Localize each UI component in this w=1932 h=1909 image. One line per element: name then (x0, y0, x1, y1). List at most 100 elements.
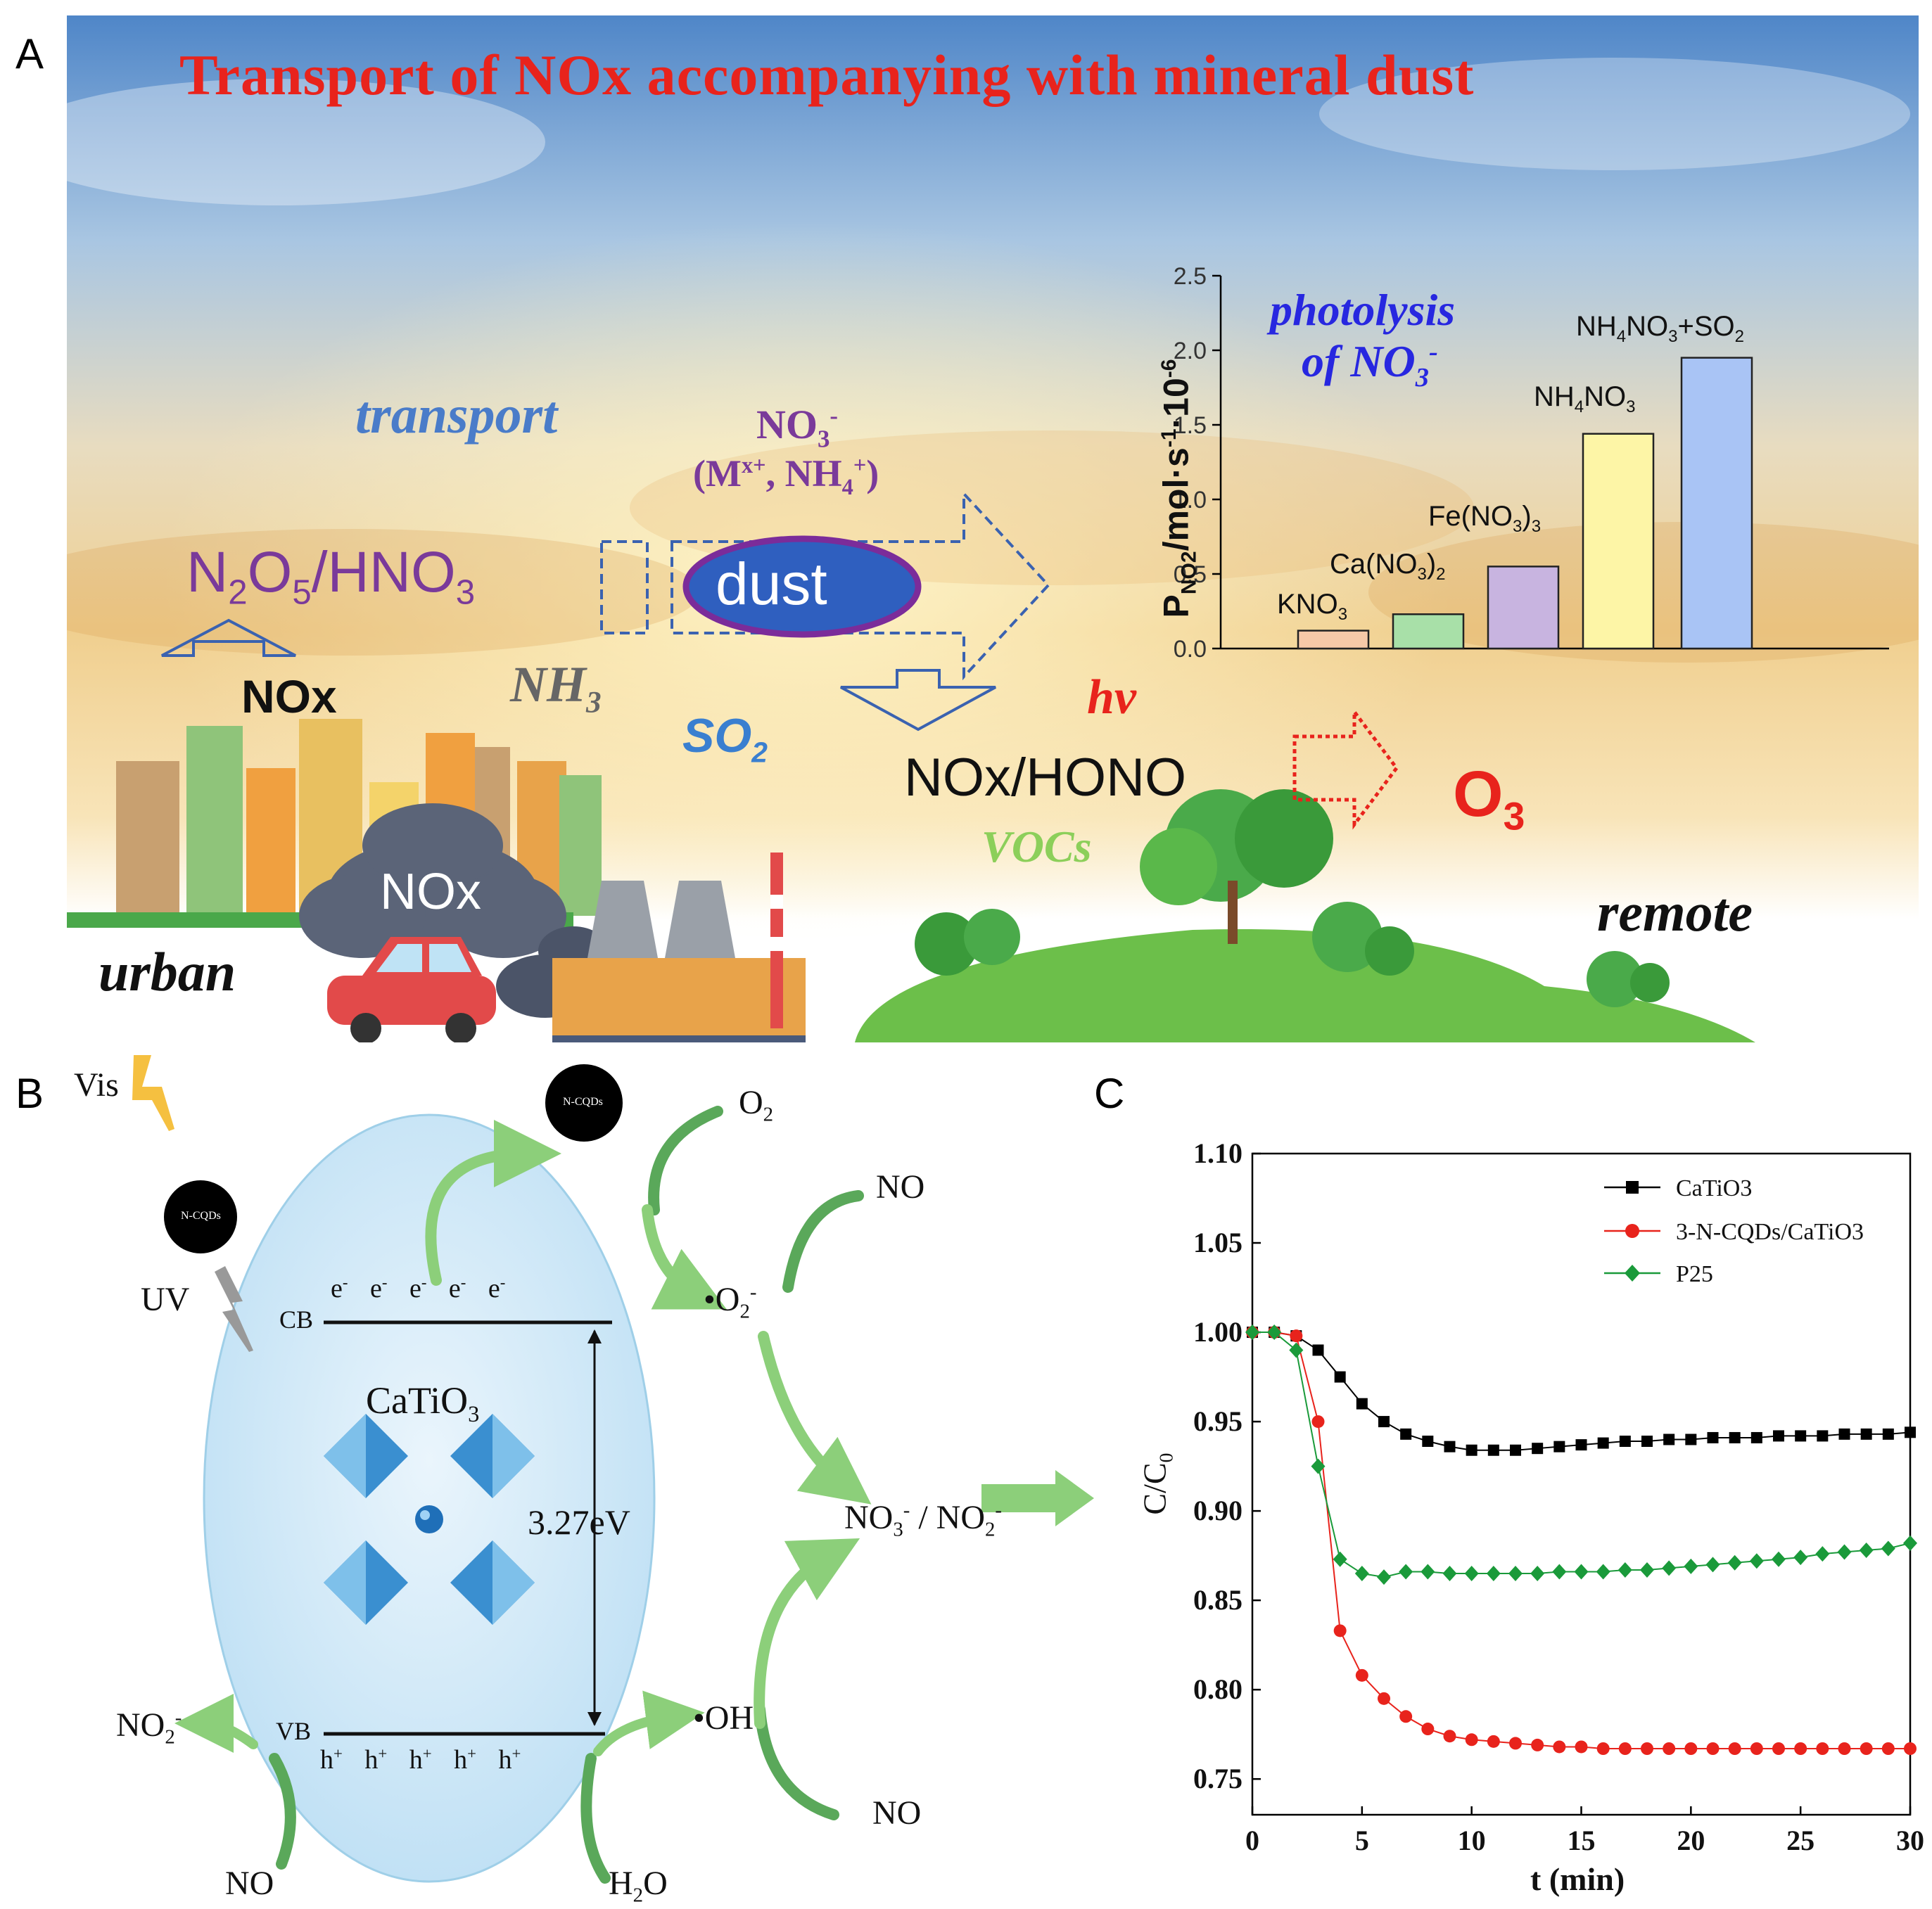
data-point (1510, 1444, 1521, 1456)
x-tick-label: 0 (1245, 1825, 1259, 1856)
nox-label: NOx (241, 670, 337, 722)
data-point (1465, 1733, 1478, 1747)
nox-cloud-label: NOx (380, 864, 481, 920)
green-reaction-arrows (174, 1106, 872, 1884)
data-point (1750, 1431, 1762, 1443)
data-point (1618, 1742, 1632, 1755)
panel-a-title: Transport of NOx accompanying with miner… (179, 43, 1475, 107)
y-tick-label: 1.10 (1193, 1137, 1243, 1169)
data-point (1378, 1416, 1390, 1428)
ncqds-label-left: N-CQDs (181, 1210, 221, 1222)
c-y-axis-label: C/C0 (1136, 1452, 1177, 1515)
inset-bar (1582, 433, 1655, 650)
ozone-label: O3 (1453, 758, 1525, 838)
data-point (1663, 1742, 1676, 1755)
inset-y-tick-label: 1.5 (1174, 412, 1207, 439)
data-point (1245, 1324, 1259, 1341)
data-point (1378, 1692, 1390, 1705)
data-point (1772, 1551, 1786, 1567)
transport-dashed-arrow (600, 490, 1050, 681)
data-point (1860, 1742, 1873, 1755)
dust-particle (682, 535, 922, 638)
data-point (1859, 1543, 1874, 1558)
plot-frame (1251, 1152, 1912, 1816)
data-point (1531, 1738, 1544, 1751)
n2o5-hno3-label: N2O5/HNO3 (186, 540, 476, 612)
cation-label: (Mx+, NH4+) (693, 452, 879, 500)
panel-label-c: C (1094, 1070, 1125, 1117)
data-point (1881, 1540, 1895, 1557)
uv-lightning-icon (215, 1266, 253, 1352)
catio3-particle (203, 1113, 656, 1883)
no-top-label: NO (876, 1168, 925, 1206)
inset-y-tick-label: 0.0 (1174, 636, 1207, 663)
data-point (1795, 1430, 1807, 1442)
data-point (1553, 1441, 1565, 1452)
transport-label: transport (355, 385, 558, 445)
y-tick-label: 1.00 (1193, 1316, 1243, 1348)
factory-icon (552, 853, 806, 1042)
panel-label-a: A (15, 30, 44, 77)
car-icon (327, 937, 496, 1042)
y-tick-label: 0.90 (1193, 1495, 1243, 1526)
water-label: H2O (609, 1865, 668, 1907)
panel-a-illustration: 0.0 0.5 1.0 1.5 2.0 2.5 Transport of NOx acco… (67, 15, 1919, 1042)
data-point (1662, 1560, 1677, 1576)
band-gap-label: 3.27eV (528, 1502, 630, 1542)
remote-label: remote (1597, 881, 1753, 943)
data-point (1377, 1569, 1391, 1585)
legend-marker (1625, 1224, 1639, 1238)
hv-label: hv (1087, 670, 1136, 724)
data-point (1267, 1324, 1282, 1341)
panel-label-b: B (15, 1070, 44, 1117)
data-point (1641, 1436, 1653, 1448)
data-point (1333, 1624, 1347, 1637)
data-point (1487, 1444, 1499, 1456)
data-point (1575, 1740, 1588, 1754)
data-point (1705, 1557, 1720, 1573)
inset-bar (1392, 613, 1465, 650)
perovskite-structure-icon (324, 1414, 535, 1625)
data-point (1444, 1441, 1456, 1452)
superoxide-label: •O2- (704, 1281, 757, 1323)
data-point (1333, 1551, 1347, 1567)
x-tick-label: 20 (1677, 1825, 1705, 1856)
legend-label: 3-N-CQDs/CaTiO3 (1676, 1219, 1864, 1245)
data-point (1816, 1742, 1829, 1755)
inset-bar-label-nh4no3: NH4NO3 (1534, 381, 1636, 416)
c-x-axis-label: t (min) (1530, 1861, 1625, 1897)
y-tick-label: 0.85 (1193, 1584, 1243, 1616)
data-point (1794, 1742, 1807, 1755)
x-tick-label: 5 (1355, 1825, 1369, 1856)
data-point (1905, 1426, 1916, 1438)
data-point (1618, 1562, 1632, 1578)
data-point (1793, 1550, 1808, 1566)
data-point (1508, 1566, 1523, 1582)
nox-hono-label: NOx/HONO (904, 748, 1187, 807)
arrow-to-panel-c (981, 1470, 1094, 1526)
data-point (1530, 1566, 1545, 1582)
inset-bar-chart: 0.0 0.5 1.0 1.5 2.0 2.5 (1174, 263, 1889, 663)
data-point (1640, 1562, 1654, 1578)
nh3-label: NH3 (510, 656, 602, 720)
holes-label: h+ h+ h+ h+ h+ (320, 1744, 521, 1775)
vb-label: VB (276, 1717, 312, 1745)
data-point (1727, 1554, 1742, 1571)
inset-y-tick-label: 1.0 (1174, 487, 1207, 513)
data-point (1596, 1564, 1610, 1580)
electrons-label: e- e- e- e- e- (331, 1273, 506, 1303)
y-tick-label: 0.95 (1193, 1405, 1243, 1437)
inset-bar-label-ca: Ca(NO3)2 (1330, 549, 1446, 584)
nitrite-label: NO2- (116, 1706, 182, 1749)
inset-y-tick-label: 2.5 (1174, 263, 1207, 290)
vis-label: Vis (74, 1066, 119, 1104)
inset-title-line2: of NO3- (1302, 336, 1438, 392)
data-point (1354, 1566, 1369, 1582)
data-point (1289, 1342, 1304, 1358)
so2-label: SO2 (682, 709, 768, 769)
data-point (1442, 1566, 1457, 1582)
series-line (1252, 1332, 1911, 1578)
cb-label: CB (279, 1305, 314, 1334)
up-arrow-nox (161, 618, 296, 657)
data-point (1311, 1415, 1325, 1429)
